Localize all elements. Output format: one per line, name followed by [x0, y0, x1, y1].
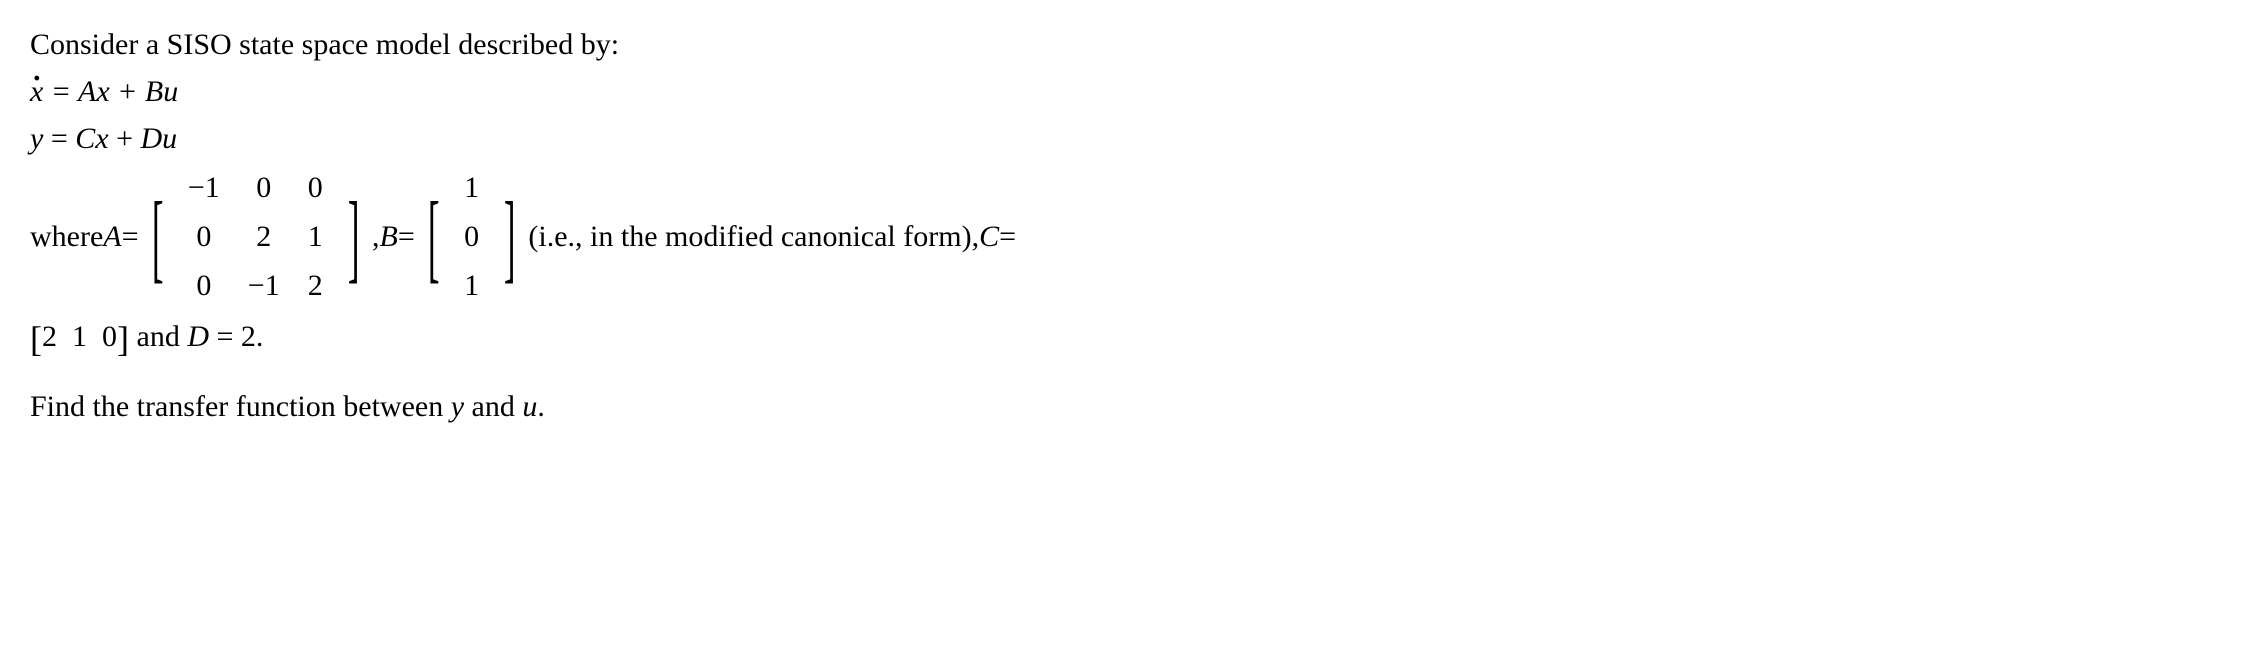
A-1-2: 1	[294, 212, 337, 261]
question-suffix: .	[537, 390, 545, 423]
A-2-0: 0	[174, 261, 234, 310]
matrix-C: [210]	[30, 312, 129, 366]
paren-note: (i.e., in the modified canonical form),	[528, 214, 979, 259]
eq1-body: = Ax + Bu	[43, 75, 178, 108]
eq2-y: y	[30, 122, 43, 155]
equation-2: y = Cx + Du	[30, 116, 2217, 161]
matrix-B-body: 1 0 1	[450, 163, 493, 310]
eq2-eq: =	[43, 122, 75, 155]
C-2: 0	[102, 320, 117, 353]
matrix-A-body: −1 0 0 0 2 1 0 −1 2	[174, 163, 337, 310]
B-2-0: 1	[450, 261, 493, 310]
matrices-line: where A = [ −1 0 0 0 2 1 0 −1 2	[30, 163, 2217, 310]
B-label: B	[380, 214, 398, 259]
question-line: Find the transfer function between y and…	[30, 384, 2217, 429]
A-2-1: −1	[234, 261, 294, 310]
question-mid: and	[464, 390, 522, 423]
A-2-2: 2	[294, 261, 337, 310]
C-1: 1	[72, 320, 87, 353]
D-value: = 2.	[217, 320, 264, 353]
equals-1: =	[122, 214, 139, 259]
A-1-0: 0	[174, 212, 234, 261]
where-text: where	[30, 214, 103, 259]
intro: Consider a SISO state space model descri…	[30, 28, 619, 61]
eq2-cx: Cx	[75, 122, 108, 155]
comma-1: ,	[372, 214, 380, 259]
matrix-B: [ 1 0 1 ]	[417, 163, 527, 310]
x-dot-var: x	[30, 69, 43, 114]
matrix-A: [ −1 0 0 0 2 1 0 −1 2 ]	[141, 163, 370, 310]
equation-1: x = Ax + Bu	[30, 69, 2217, 114]
bracket-right-icon: ]	[348, 192, 360, 282]
row-bracket-left-icon: [	[30, 319, 42, 359]
question-y: y	[451, 390, 464, 423]
bracket-left-icon-2: [	[428, 192, 440, 282]
B-0-0: 1	[450, 163, 493, 212]
question-prefix: Find the transfer function between	[30, 390, 451, 423]
and-text: and	[137, 320, 188, 353]
bracket-right-icon-2: ]	[504, 192, 516, 282]
A-0-0: −1	[174, 163, 234, 212]
row-bracket-right-icon: ]	[117, 319, 129, 359]
D-label: D	[187, 320, 209, 353]
bracket-left-icon: [	[151, 192, 163, 282]
question-u: u	[522, 390, 537, 423]
A-label: A	[103, 214, 121, 259]
A-0-1: 0	[234, 163, 294, 212]
A-0-2: 0	[294, 163, 337, 212]
C-label: C	[979, 214, 999, 259]
intro-text: Consider a SISO state space model descri…	[30, 22, 2217, 67]
equals-3: =	[999, 214, 1016, 259]
eq2-du: Du	[141, 122, 178, 155]
B-1-0: 0	[450, 212, 493, 261]
equals-2: =	[398, 214, 415, 259]
eq2-plus: +	[109, 122, 141, 155]
C-0: 2	[42, 320, 57, 353]
C-D-line: [210] and D = 2.	[30, 312, 2217, 366]
A-1-1: 2	[234, 212, 294, 261]
